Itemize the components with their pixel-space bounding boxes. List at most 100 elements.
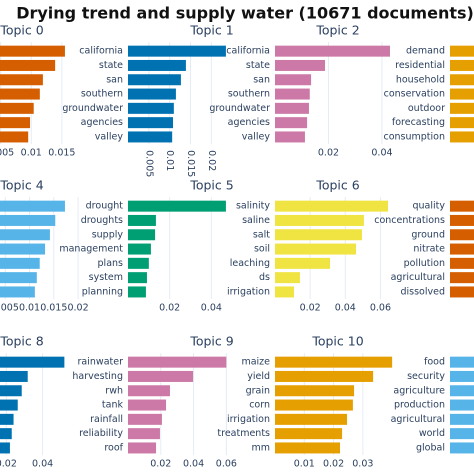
bar [128, 413, 162, 425]
x-tick-label: 0.01 [21, 148, 42, 159]
x-tick-label: 0.02 [318, 148, 339, 159]
bar [0, 214, 56, 226]
bar [275, 428, 343, 440]
bar [128, 428, 160, 440]
category-label: consumption [383, 131, 445, 142]
category-label: supply [92, 229, 124, 240]
x-tick-label: 0.06 [216, 459, 237, 470]
category-label: household [396, 74, 445, 85]
category-label: southern [81, 89, 123, 100]
x-tick-label: 0.02 [0, 459, 17, 470]
category-label: forecasting [392, 117, 445, 128]
category-label: management [59, 244, 123, 255]
category-label: dissolved [400, 286, 445, 297]
category-label: southern [228, 89, 270, 100]
category-label: demand [406, 46, 445, 57]
bar [450, 413, 474, 425]
bar [128, 200, 226, 212]
category-label: agencies [228, 117, 270, 128]
bar [450, 428, 474, 440]
category-label: california [79, 46, 123, 57]
category-label: quality [413, 201, 446, 212]
category-label: san [253, 74, 270, 85]
bar [275, 102, 309, 114]
category-label: valley [242, 131, 271, 142]
bar [0, 131, 29, 143]
category-label: tank [102, 400, 124, 411]
bar [275, 229, 362, 241]
bar [275, 257, 330, 269]
panel-title: Topic 0 [0, 23, 44, 38]
x-tick-label: 0.03 [352, 459, 373, 470]
category-label: rainfall [90, 414, 123, 425]
x-tick-label: 0.005 [0, 148, 14, 159]
x-tick-label: 0.015 [48, 148, 75, 159]
bar [128, 272, 147, 284]
x-tick-label: 0.015 [40, 303, 67, 314]
bar [0, 117, 31, 129]
bar [275, 131, 305, 143]
bar [128, 214, 156, 226]
bar [0, 370, 28, 382]
x-tick-label: 0.01 [294, 459, 315, 470]
category-label: irrigation [227, 414, 270, 425]
bar [128, 257, 149, 269]
category-label: rainwater [78, 357, 124, 368]
x-tick-label: 0.04 [201, 303, 222, 314]
category-label: treatments [217, 428, 270, 439]
x-tick-label: 0.02 [159, 303, 180, 314]
panel-title: Topic 2 [315, 23, 359, 38]
category-label: outdoor [408, 103, 445, 114]
category-label: mm [251, 442, 270, 453]
x-tick-label: 0.005 [0, 303, 19, 314]
bar [128, 45, 226, 57]
chart-title: Drying trend and supply water (10671 doc… [16, 4, 474, 23]
bar [128, 243, 151, 255]
bar [450, 74, 474, 86]
category-label: concentrations [374, 215, 445, 226]
bar [128, 370, 194, 382]
bar [0, 243, 46, 255]
bar [0, 413, 14, 425]
bar [275, 243, 357, 255]
category-label: production [394, 400, 445, 411]
bar [450, 399, 474, 411]
category-label: california [226, 46, 270, 57]
category-label: residential [395, 60, 445, 71]
x-tick-label: 0.02 [150, 459, 171, 470]
bar [275, 74, 312, 86]
category-label: nitrate [413, 244, 445, 255]
bar [450, 59, 474, 71]
bar [0, 45, 65, 57]
x-tick-label: 0.02 [323, 459, 344, 470]
category-label: plans [98, 258, 124, 269]
category-label: droughts [81, 215, 123, 226]
category-label: pollution [404, 258, 445, 269]
panel-title: Topic 10 [311, 334, 363, 349]
bar [450, 229, 474, 241]
bar [450, 243, 474, 255]
category-label: agricultural [391, 272, 445, 283]
x-tick-label: 0.02 [300, 303, 321, 314]
bar [275, 214, 364, 226]
bar [128, 229, 156, 241]
category-label: state [246, 60, 270, 71]
x-tick-label: 0.01 [19, 303, 40, 314]
panel-title: Topic 5 [189, 178, 233, 193]
bar [0, 229, 50, 241]
category-label: state [99, 60, 123, 71]
bar [0, 385, 22, 397]
category-label: global [416, 442, 445, 453]
category-label: salt [253, 229, 270, 240]
category-label: ds [259, 272, 270, 283]
bar [128, 356, 227, 368]
bar [275, 413, 348, 425]
category-label: food [424, 357, 445, 368]
category-label: roof [104, 442, 123, 453]
category-label: world [419, 428, 445, 439]
category-label: agriculture [393, 385, 445, 396]
bar [450, 200, 474, 212]
x-tick-label: 0.02 [67, 303, 88, 314]
bar [450, 102, 474, 114]
